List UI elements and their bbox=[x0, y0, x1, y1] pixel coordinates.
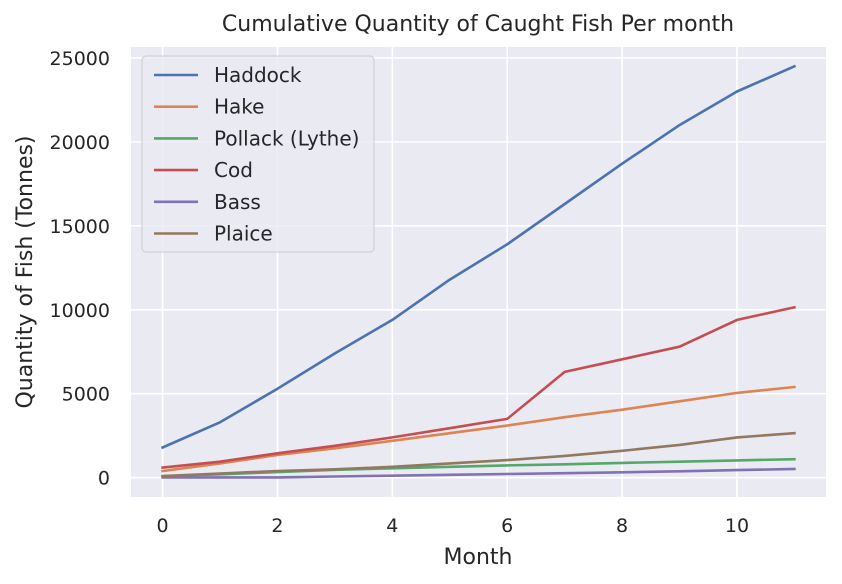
y-axis-title: Quantity of Fish (Tonnes) bbox=[13, 135, 38, 408]
y-tick-label: 25000 bbox=[50, 48, 110, 70]
y-tick-label: 5000 bbox=[62, 384, 110, 406]
series-line-plaice bbox=[161, 431, 796, 478]
y-tick-labels: 0 5000 10000 15000 20000 25000 bbox=[50, 48, 110, 490]
x-tick-labels: 0 2 4 6 8 10 bbox=[157, 515, 750, 537]
series-lines bbox=[160, 64, 797, 479]
x-axis-title: Month bbox=[444, 545, 513, 570]
y-tick-label: 20000 bbox=[50, 132, 110, 154]
legend-label: Pollack (Lythe) bbox=[214, 126, 359, 150]
x-tick-label: 4 bbox=[386, 515, 398, 537]
legend-label: Cod bbox=[214, 158, 253, 182]
x-tick-label: 2 bbox=[271, 515, 283, 537]
x-tick-label: 6 bbox=[501, 515, 513, 537]
y-tick-label: 10000 bbox=[50, 300, 110, 322]
legend-label: Plaice bbox=[214, 222, 273, 246]
x-tick-label: 8 bbox=[616, 515, 628, 537]
x-tick-label: 0 bbox=[157, 515, 169, 537]
grid-lines bbox=[131, 47, 826, 497]
x-tick-label: 10 bbox=[725, 515, 749, 537]
legend: Haddock Hake Pollack (Lythe) Cod Bass Plaice bbox=[141, 55, 375, 253]
series-line-hake bbox=[161, 385, 796, 473]
series-line-bass bbox=[161, 467, 796, 479]
y-tick-label: 15000 bbox=[50, 216, 110, 238]
legend-label: Hake bbox=[214, 95, 264, 119]
legend-box bbox=[141, 55, 375, 253]
chart-title: Cumulative Quantity of Caught Fish Per m… bbox=[222, 12, 734, 37]
y-tick-label: 0 bbox=[98, 468, 110, 490]
series-line-haddock bbox=[160, 64, 797, 450]
legend-label: Haddock bbox=[214, 63, 302, 87]
series-line-cod bbox=[161, 305, 796, 470]
legend-label: Bass bbox=[214, 190, 261, 214]
